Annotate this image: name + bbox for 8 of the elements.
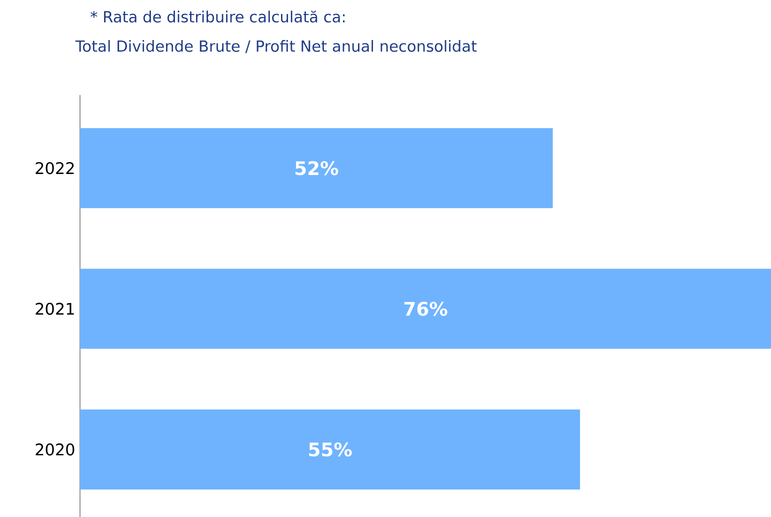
y-tick-label: 2020 [36, 443, 74, 456]
data-label: 55% [309, 442, 352, 457]
chart-title: * Rata de distribuire calculată ca: [90, 10, 345, 23]
y-tick-label: 2021 [36, 302, 74, 315]
chart-subtitle: Total Dividende Brute / Profit Net anual neconsolidat [75, 40, 477, 54]
data-label: 76% [404, 302, 448, 316]
y-tick-label: 2022 [36, 162, 74, 174]
data-label: 52% [296, 161, 338, 176]
